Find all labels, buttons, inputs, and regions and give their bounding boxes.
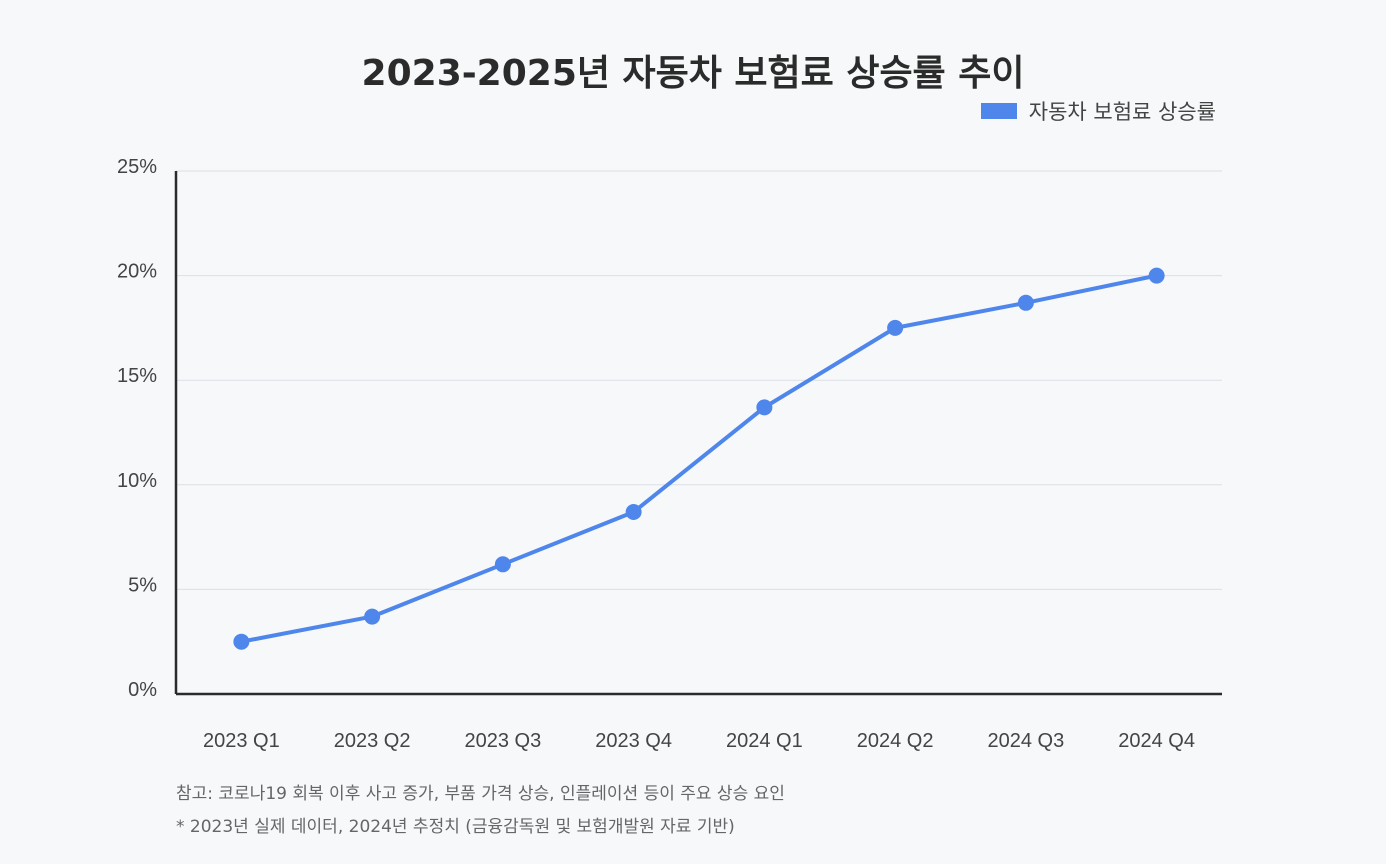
data-point[interactable]: [494, 556, 511, 573]
gridlines: [176, 170, 1222, 590]
note-line: * 2023년 실제 데이터, 2024년 추정치 (금융감독원 및 보험개발원…: [176, 817, 735, 837]
y-tick-label: 20%: [117, 261, 157, 283]
axes: [174, 171, 1222, 696]
note-line: 참고: 코로나19 회복 이후 사고 증가, 부품 가격 상승, 인플레이션 등…: [176, 784, 785, 804]
x-tick-label: 2024 Q3: [988, 730, 1065, 752]
x-tick-label: 2024 Q2: [857, 730, 934, 752]
x-tick-label: 2024 Q4: [1118, 730, 1195, 752]
legend-label: 자동차 보험료 상승률: [1028, 100, 1216, 124]
data-point[interactable]: [625, 503, 642, 520]
x-tick-label: 2023 Q3: [465, 730, 542, 752]
y-tick-label: 10%: [117, 470, 157, 492]
legend[interactable]: 자동차 보험료 상승률: [980, 96, 1216, 126]
x-tick-label: 2023 Q4: [595, 730, 672, 752]
x-tick-label: 2023 Q1: [203, 730, 280, 752]
y-tick-labels: 0% 5% 10% 15% 20% 25%: [117, 156, 157, 701]
x-tick-label: 2024 Q1: [726, 730, 803, 752]
y-tick-label: 5%: [128, 574, 157, 596]
footnotes: 참고: 코로나19 회복 이후 사고 증가, 부품 가격 상승, 인플레이션 등…: [176, 778, 785, 844]
series-line: [239, 273, 1159, 644]
data-point[interactable]: [756, 399, 773, 416]
x-tick-label: 2023 Q2: [334, 730, 411, 752]
chart-title: 2023-2025년 자동차 보험료 상승률 추이: [361, 53, 1025, 94]
y-tick-label: 15%: [117, 365, 157, 387]
x-tick-labels: 2023 Q1 2023 Q2 2023 Q3 2023 Q4 2024 Q1 2024 …: [203, 730, 1195, 752]
data-point[interactable]: [887, 319, 904, 336]
data-point[interactable]: [233, 633, 250, 650]
data-point[interactable]: [1017, 294, 1034, 311]
y-tick-label: 0%: [128, 679, 157, 701]
legend-swatch: [980, 103, 1017, 119]
y-tick-label: 25%: [117, 156, 157, 178]
data-point[interactable]: [1148, 267, 1165, 284]
data-point[interactable]: [364, 608, 381, 625]
series-layer: [233, 267, 1165, 650]
